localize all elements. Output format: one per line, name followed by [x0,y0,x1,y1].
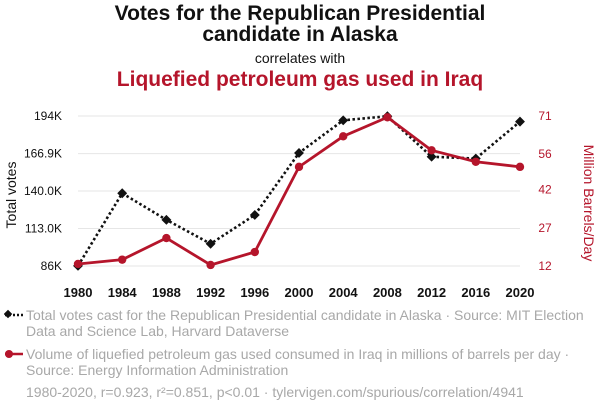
y-right-tick-label: 12 [538,259,552,273]
y-left-tick-label: 140.0K [24,184,62,198]
x-tick-label: 2016 [461,285,490,300]
data-point-votes [161,214,172,225]
data-point-votes [205,238,216,249]
chart-title-secondary: Liquefied petroleum gas used in Iraq [116,68,484,91]
data-point-votes [249,210,260,220]
chart-subtitle: correlates with [254,50,346,66]
legend-item-votes: Total votes cast for the Republican Pres… [4,307,594,341]
y-right-tick-label: 27 [538,221,552,235]
y-right-axis-label: Million Barrels/Day [581,145,597,262]
data-point-lpg [162,233,171,243]
data-point-lpg [294,162,304,172]
y-right-tick-label: 42 [538,183,552,197]
y-left-axis-label: Total votes [3,162,19,229]
y-right-tick-label: 71 [538,109,552,123]
x-tick-label: 2012 [417,285,446,300]
x-tick-label: 1980 [64,285,93,300]
data-point-lpg [515,162,525,172]
x-tick-label: 1992 [196,285,225,300]
x-tick-label: 2008 [373,285,402,300]
legend-label-lpg: Volume of liquefied petroleum gas used c… [26,346,570,378]
x-tick-label: 2000 [285,285,314,300]
data-point-lpg [471,157,480,166]
data-point-lpg [427,146,436,155]
legend-marker-votes [4,309,23,319]
y-left-tick-label: 86K [41,259,62,273]
y-left-tick-label: 113.0K [25,222,62,236]
x-tick-label: 2004 [329,285,359,300]
chart-title-line1: Votes for the Republican Presidential [114,2,486,25]
legend-marker-lpg [5,350,23,358]
legend-item-lpg: Volume of liquefied petroleum gas used c… [4,346,594,380]
data-point-votes [294,147,304,158]
data-point-lpg [339,132,348,141]
data-point-votes [515,116,525,127]
chart-footer: 1980-2020, r=0.923, r²=0.851, p<0.01 · t… [26,384,524,400]
x-tick-label: 2020 [506,285,535,300]
data-point-votes [426,151,437,162]
data-point-lpg [206,260,215,270]
x-tick-label: 1996 [240,285,269,300]
data-point-lpg [73,259,83,269]
data-point-votes [117,188,128,199]
x-tick-label: 1984 [108,285,138,300]
y-right-tick-label: 56 [538,147,552,161]
y-left-tick-label: 194K [34,109,62,123]
data-point-lpg [250,247,259,257]
data-point-lpg [118,255,127,264]
data-point-lpg [383,113,392,122]
legend-label-votes: Total votes cast for the Republican Pres… [26,307,584,339]
x-tick-label: 1988 [152,285,181,300]
y-left-tick-label: 166.9K [24,147,62,161]
chart-title-line2: candidate in Alaska [202,23,398,46]
